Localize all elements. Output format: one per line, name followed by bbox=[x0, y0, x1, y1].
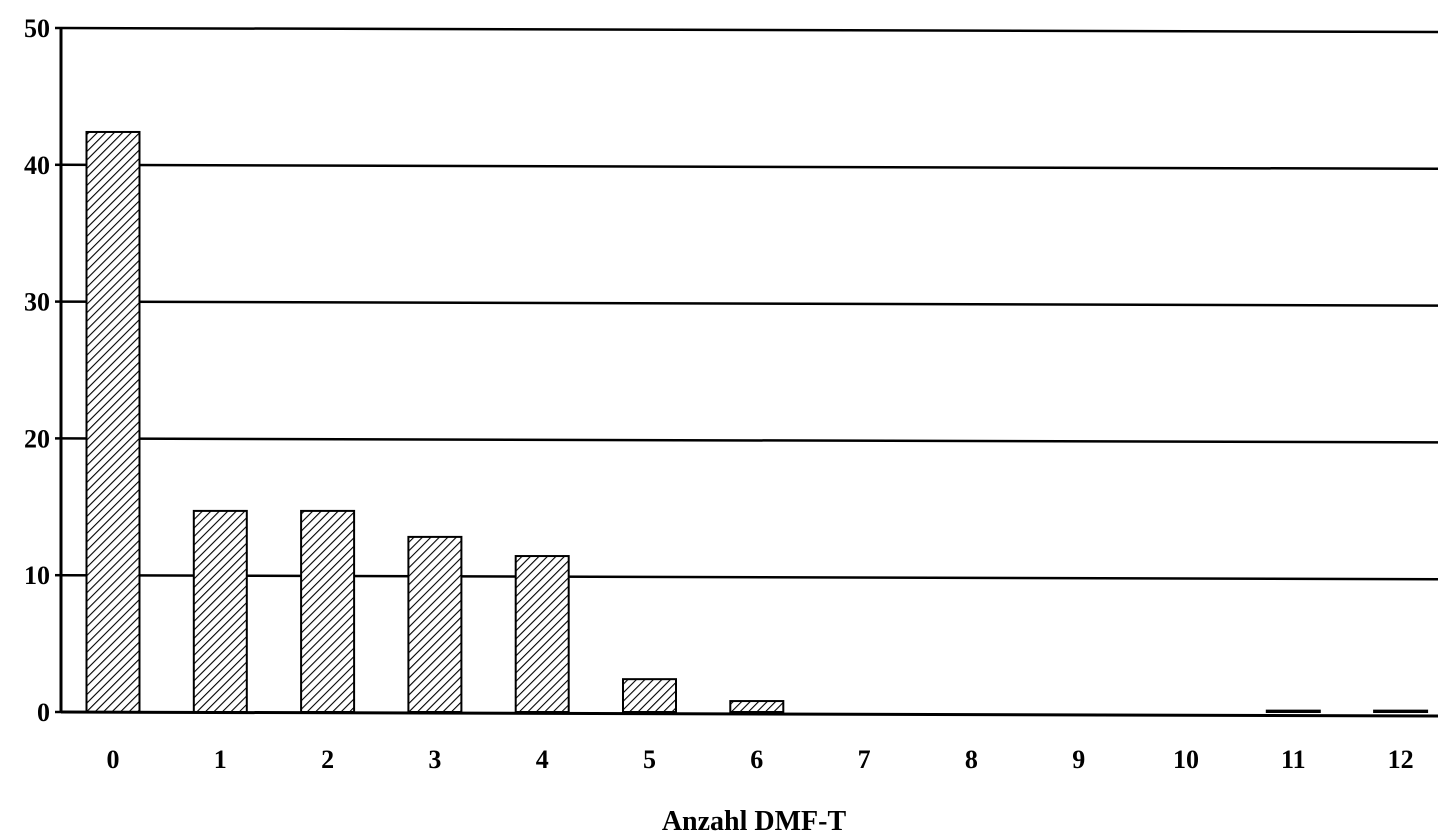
x-tick-label-2: 2 bbox=[321, 745, 334, 774]
bar-12 bbox=[1373, 709, 1429, 714]
x-tick-label-0: 0 bbox=[107, 745, 120, 774]
bar-3 bbox=[407, 535, 463, 713]
y-tick-label-50: 50 bbox=[24, 14, 50, 43]
x-tick-label-5: 5 bbox=[643, 745, 656, 774]
x-tick-label-8: 8 bbox=[965, 745, 978, 774]
y-tick-label-30: 30 bbox=[24, 288, 50, 317]
x-axis-line bbox=[60, 710, 1438, 718]
bar-1 bbox=[192, 509, 248, 713]
y-tick-label-20: 20 bbox=[24, 424, 50, 453]
x-tick-label-10: 10 bbox=[1173, 745, 1199, 774]
axes bbox=[55, 26, 1438, 718]
y-tick-label-40: 40 bbox=[24, 151, 50, 180]
x-axis-title: Anzahl DMF-T bbox=[662, 806, 847, 834]
x-tick-labels: 0 1 2 3 4 5 6 7 8 9 10 11 12 bbox=[107, 745, 1414, 774]
y-tick-label-0: 0 bbox=[37, 698, 50, 727]
gridline-50 bbox=[60, 26, 1438, 34]
bar-11 bbox=[1265, 709, 1321, 714]
x-tick-label-11: 11 bbox=[1281, 745, 1306, 774]
x-tick-label-7: 7 bbox=[858, 745, 871, 774]
x-tick-label-4: 4 bbox=[536, 745, 549, 774]
gridlines bbox=[60, 26, 1438, 581]
bar-2 bbox=[300, 509, 356, 713]
bar-0 bbox=[85, 130, 141, 713]
gridline-30 bbox=[60, 300, 1438, 307]
x-tick-label-1: 1 bbox=[214, 745, 227, 774]
gridline-20 bbox=[60, 437, 1438, 444]
x-tick-label-6: 6 bbox=[750, 745, 763, 774]
x-tick-label-12: 12 bbox=[1388, 745, 1414, 774]
bars bbox=[85, 130, 1429, 714]
bar-5 bbox=[622, 678, 677, 714]
x-tick-label-9: 9 bbox=[1072, 745, 1085, 774]
gridline-10 bbox=[60, 573, 1438, 581]
gridline-40 bbox=[60, 163, 1438, 171]
bar-4 bbox=[514, 555, 570, 713]
y-tick-label-10: 10 bbox=[24, 561, 50, 590]
y-tick-labels: 0 10 20 30 40 50 bbox=[24, 14, 50, 727]
bar-6 bbox=[729, 700, 785, 714]
x-tick-label-3: 3 bbox=[428, 745, 441, 774]
